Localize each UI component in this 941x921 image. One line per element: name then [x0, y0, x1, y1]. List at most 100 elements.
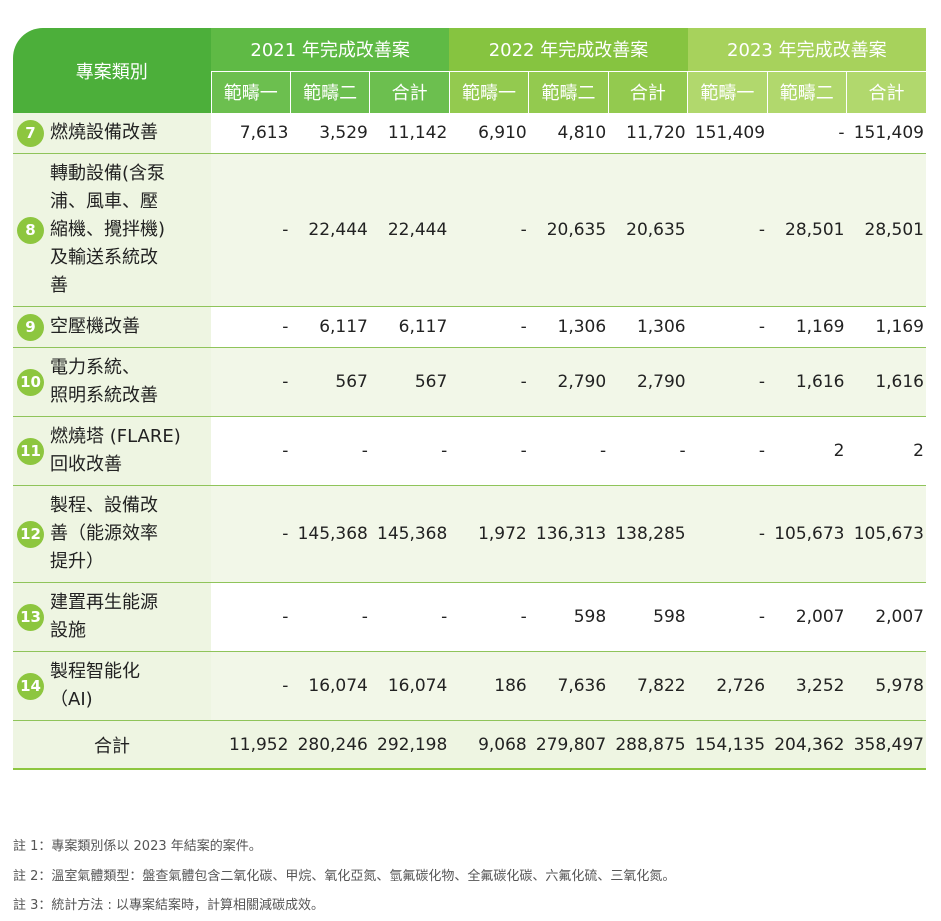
year-header: 2021 年完成改善案: [211, 28, 450, 71]
value-cell: 151,409: [687, 113, 768, 154]
category-name: 電力系統、 照明系統改善: [50, 357, 158, 406]
value-cell: 16,074: [290, 651, 370, 721]
category-cell: 7 燃燒設備改善: [13, 113, 211, 154]
category-name: 轉動設備(含泵 浦、風車、壓 縮機、攪拌機) 及輸送系統改 善: [50, 163, 166, 296]
value-cell: 2,007: [846, 582, 926, 652]
data-row: 14製程智能化 （AI) -16,074 16,074 186 7,636 7,822 2,…: [13, 651, 926, 721]
category-cell: 12製程、設備改 善（能源效率 提升）: [13, 485, 211, 583]
value-cell: 5,978: [846, 651, 926, 721]
value-cell: -: [290, 582, 370, 652]
value-cell: -: [290, 416, 370, 486]
total-value: 154,135: [687, 720, 768, 770]
subheader-row: 範疇一 範疇二 合計 範疇一 範疇二 合計 範疇一 範疇二 合計: [13, 71, 926, 113]
badge: 10: [17, 368, 44, 396]
category-name: 建置再生能源 設施: [50, 592, 158, 641]
scope-header: 範疇一: [210, 71, 291, 113]
value-cell: 7,822: [608, 651, 688, 721]
value-cell: 1,616: [767, 347, 847, 417]
value-cell: -: [687, 485, 768, 583]
value-cell: -: [211, 306, 291, 348]
value-cell: 2: [846, 416, 926, 486]
value-cell: 22,444: [369, 153, 450, 307]
value-cell: -: [369, 416, 450, 486]
value-cell: 7,636: [528, 651, 609, 721]
value-cell: 1,972: [449, 485, 529, 583]
value-cell: -: [211, 651, 291, 721]
value-cell: -: [449, 416, 529, 486]
note: 註 1：專案類別係以 2023 年結案的案件。: [13, 839, 262, 854]
total-value: 280,246: [290, 720, 370, 770]
badge: 9: [17, 313, 44, 341]
category-cell: 8轉動設備(含泵 浦、風車、壓 縮機、攪拌機) 及輸送系統改 善: [13, 153, 211, 307]
value-cell: 6,910: [449, 113, 529, 154]
value-cell: 1,616: [846, 347, 926, 417]
value-cell: 2,790: [608, 347, 688, 417]
value-cell: -: [211, 153, 291, 307]
value-cell: 1,169: [846, 306, 926, 348]
value-cell: 4,810: [528, 113, 609, 154]
badge: 14: [17, 672, 44, 700]
scope-header: 範疇二: [528, 71, 609, 113]
badge: 7: [17, 119, 44, 147]
scope-header: 合計: [846, 71, 926, 113]
value-cell: -: [687, 306, 768, 348]
total-label: 合計: [13, 720, 211, 770]
value-cell: 20,635: [608, 153, 688, 307]
total-value: 279,807: [528, 720, 609, 770]
value-cell: 2,790: [528, 347, 609, 417]
value-cell: -: [687, 347, 768, 417]
scope-header: 合計: [607, 71, 688, 113]
total-value: 358,497: [846, 720, 926, 770]
value-cell: 3,252: [767, 651, 847, 721]
value-cell: 3,529: [290, 113, 370, 154]
value-cell: -: [369, 582, 450, 652]
value-cell: 1,169: [767, 306, 847, 348]
data-row: 7 燃燒設備改善 7,613 3,529 11,142 6,910 4,810 11,720 1…: [13, 113, 926, 154]
data-row: 10電力系統、 照明系統改善 -567 567-2,790 2,790-1,616 1,…: [13, 347, 926, 417]
scope-header: 合計: [369, 71, 450, 113]
total-row: 合計 11,952 280,246 292,198 9,068 279,807 288,87…: [13, 720, 926, 770]
category-name: 燃燒設備改善: [50, 122, 158, 143]
data-row: 12製程、設備改 善（能源效率 提升） -145,368 145,368 1,972 1…: [13, 485, 926, 583]
category-cell: 11燃燒塔 (FLARE) 回收改善: [13, 416, 211, 486]
data-row: 13建置再生能源 設施 - - - -598 598-2,007 2,007: [13, 582, 926, 652]
badge: 13: [17, 603, 44, 631]
value-cell: -: [211, 485, 291, 583]
value-cell: 186: [449, 651, 529, 721]
value-cell: 1,306: [608, 306, 688, 348]
value-cell: 145,368: [290, 485, 370, 583]
header-row: 專案類別 2021 年完成改善案 2022 年完成改善案 2023 年完成改善案: [13, 28, 926, 113]
data-row: 9 空壓機改善 -6,117 6,117-1,306 1,306-1,169 1,169: [13, 306, 926, 348]
value-cell: 11,720: [608, 113, 688, 154]
value-cell: -: [449, 347, 529, 417]
value-cell: -: [767, 113, 847, 154]
value-cell: 7,613: [211, 113, 291, 154]
value-cell: 567: [290, 347, 370, 417]
value-cell: 598: [528, 582, 609, 652]
value-cell: -: [528, 416, 609, 486]
year-header: 2023 年完成改善案: [687, 28, 926, 71]
value-cell: -: [687, 582, 768, 652]
value-cell: 567: [369, 347, 450, 417]
value-cell: 2: [767, 416, 847, 486]
category-cell: 9 空壓機改善: [13, 306, 211, 348]
scope-header: 範疇一: [687, 71, 768, 113]
value-cell: -: [211, 347, 291, 417]
scope-header: 範疇一: [448, 71, 529, 113]
total-value: 288,875: [608, 720, 688, 770]
value-cell: 105,673: [846, 485, 926, 583]
table: 專案類別 2021 年完成改善案 2022 年完成改善案 2023 年完成改善案 範疇一…: [13, 28, 926, 770]
value-cell: -: [608, 416, 688, 486]
value-cell: 598: [608, 582, 688, 652]
value-cell: -: [449, 306, 529, 348]
total-value: 9,068: [449, 720, 529, 770]
value-cell: -: [211, 582, 291, 652]
data-row: 11燃燒塔 (FLARE) 回收改善 - - - - - - -2 2: [13, 416, 926, 486]
value-cell: 11,142: [369, 113, 450, 154]
category-cell: 14製程智能化 （AI): [13, 651, 211, 721]
scope-header: 範疇二: [289, 71, 370, 113]
badge: 11: [17, 437, 44, 465]
total-value: 204,362: [767, 720, 847, 770]
value-cell: 6,117: [290, 306, 370, 348]
